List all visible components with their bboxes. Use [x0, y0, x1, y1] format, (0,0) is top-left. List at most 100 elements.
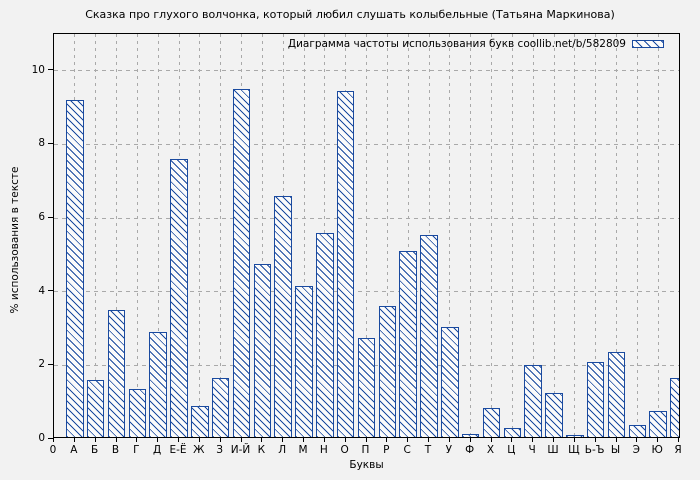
x-tick-label: Б: [91, 444, 99, 456]
v-gridline: [553, 34, 555, 437]
v-gridline: [157, 34, 159, 437]
v-gridline: [386, 34, 388, 437]
bar: [545, 392, 563, 437]
x-tick: [448, 438, 450, 442]
x-tick: [553, 438, 554, 442]
y-tick: [48, 437, 53, 439]
x-tick: [511, 438, 513, 442]
x-tick-label: Э: [632, 444, 640, 456]
bar: [378, 306, 397, 437]
x-tick-label: Г: [133, 444, 140, 456]
bar: [441, 326, 459, 437]
x-tick-label: Ь-Ъ: [584, 444, 605, 456]
x-tick-label: Е-Ё: [169, 444, 187, 456]
v-gridline: [116, 34, 117, 437]
bar: [316, 232, 334, 437]
v-gridline: [95, 34, 97, 437]
x-tick-label: Ч: [528, 444, 536, 456]
x-tick-label: Д: [153, 444, 162, 456]
x-tick: [282, 438, 284, 442]
x-tick: [157, 438, 159, 442]
v-gridline: [616, 34, 617, 437]
x-tick-label: 0: [49, 444, 57, 456]
x-tick: [594, 438, 596, 442]
bar: [274, 195, 292, 437]
x-tick-label: Р: [383, 444, 390, 456]
x-tick-label: Ы: [610, 444, 621, 456]
bar: [503, 427, 522, 437]
y-tick: [48, 290, 53, 292]
x-tick: [490, 438, 492, 442]
y-tick-label: 0: [38, 432, 45, 444]
y-tick-label: 2: [38, 358, 45, 371]
x-tick-label: К: [257, 444, 266, 456]
bar: [66, 100, 84, 437]
v-gridline: [449, 34, 451, 437]
x-tick: [198, 438, 200, 442]
x-tick-label: М: [298, 444, 308, 456]
x-tick-label: О: [340, 444, 349, 456]
v-gridline: [636, 34, 638, 437]
x-tick-label: У: [445, 444, 453, 456]
x-tick-label: П: [361, 444, 370, 456]
v-gridline: [136, 34, 138, 437]
legend-label: Диаграмма частоты использования букв coo…: [287, 38, 626, 50]
x-axis-label: Буквы: [349, 459, 384, 471]
v-gridline: [657, 34, 659, 437]
y-axis-label: % использования в тексте: [9, 166, 21, 314]
x-tick-label: Н: [319, 444, 328, 456]
v-gridline: [261, 34, 263, 437]
x-tick-label: Я: [674, 444, 682, 456]
bar: [399, 251, 417, 437]
v-gridline: [199, 34, 201, 437]
bar: [566, 435, 584, 437]
x-tick-label: Щ: [568, 444, 580, 456]
y-tick-label: 4: [38, 284, 45, 297]
bar: [107, 309, 126, 437]
bar: [232, 89, 251, 437]
bar: [253, 263, 272, 437]
x-tick: [94, 438, 96, 442]
bar: [607, 352, 626, 437]
x-tick-label: Т: [424, 444, 432, 456]
chart-title: Сказка про глухого волчонка, который люб…: [85, 8, 615, 21]
bar: [295, 286, 313, 437]
bar: [128, 389, 147, 437]
bar: [649, 411, 667, 437]
v-gridline: [678, 34, 679, 437]
bar: [191, 405, 209, 437]
v-gridline: [303, 34, 305, 437]
y-tick: [48, 363, 53, 365]
bar: [86, 379, 105, 437]
bar: [628, 424, 647, 437]
x-tick-label: Ю: [651, 444, 663, 456]
x-tick: [178, 438, 179, 442]
v-gridline: [366, 34, 367, 437]
y-tick: [48, 142, 53, 144]
x-tick: [678, 438, 679, 442]
x-tick-label: Х: [486, 444, 495, 456]
v-gridline: [491, 34, 492, 437]
bar: [149, 332, 167, 437]
x-tick: [261, 438, 263, 442]
v-gridline: [511, 34, 513, 437]
x-tick-label: Ф: [465, 444, 475, 456]
bar: [586, 361, 605, 437]
bar: [670, 378, 679, 437]
x-tick: [636, 438, 638, 442]
x-tick: [115, 438, 117, 442]
bar: [482, 407, 501, 437]
x-tick-label: А: [70, 444, 78, 456]
v-gridline: [470, 34, 472, 437]
x-tick: [344, 438, 346, 442]
x-tick-label: Л: [278, 444, 287, 456]
y-tick: [48, 69, 53, 71]
v-gridline: [407, 34, 409, 437]
v-gridline: [595, 34, 597, 437]
x-tick-label: Ж: [193, 444, 205, 456]
bar: [170, 159, 188, 437]
x-tick-label: В: [111, 444, 120, 456]
x-tick-label: З: [216, 444, 224, 456]
v-gridline: [532, 34, 534, 437]
